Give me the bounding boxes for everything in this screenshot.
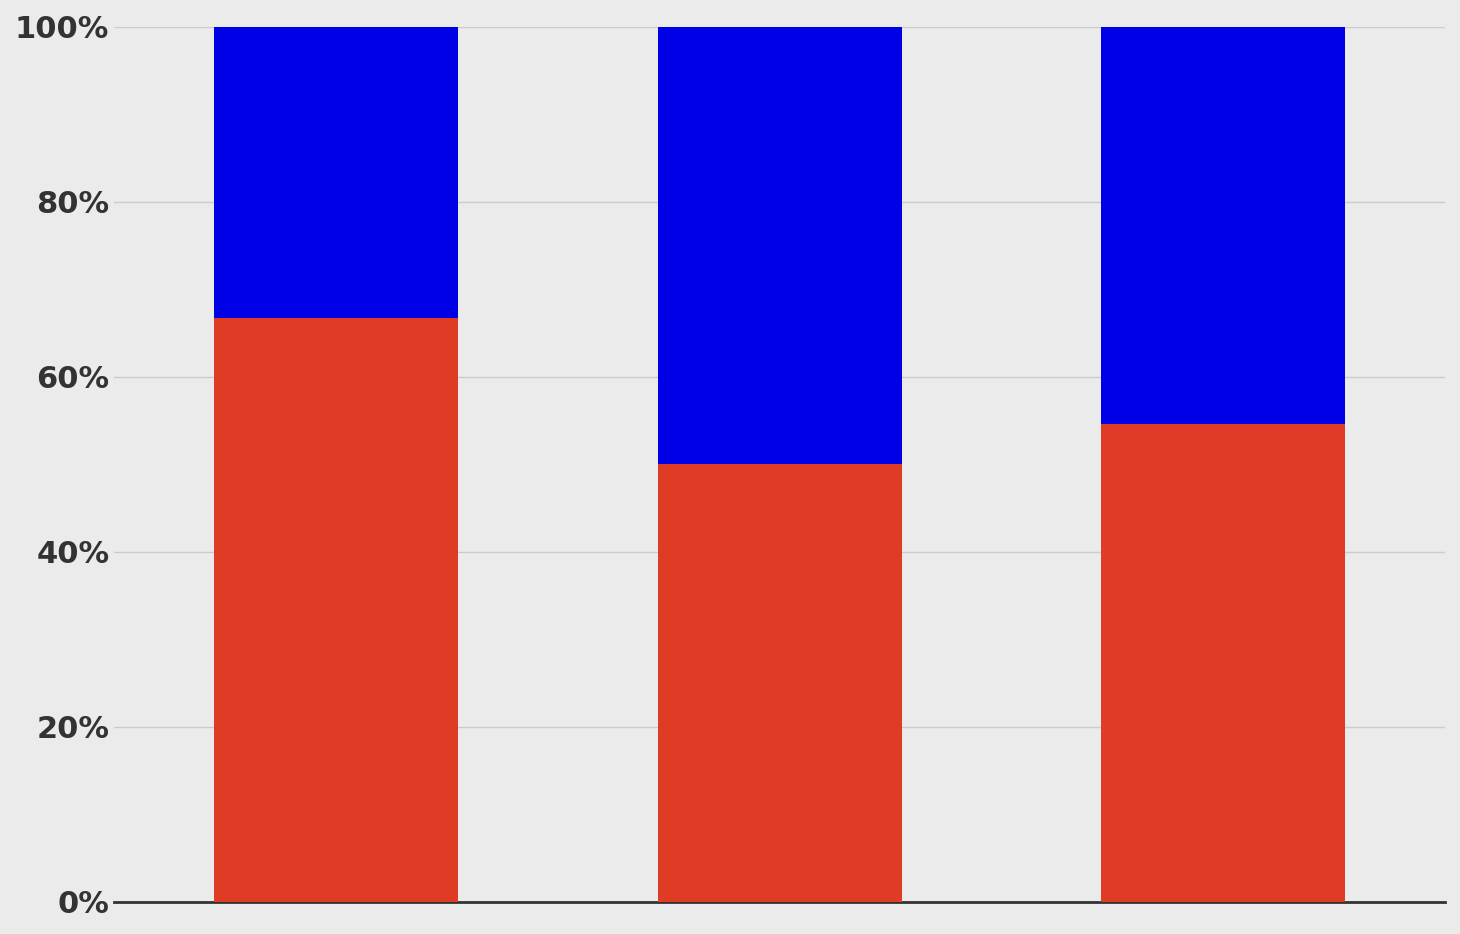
Bar [215,318,458,901]
Bar [657,464,902,901]
Bar [1101,26,1345,424]
Bar [657,26,902,464]
Bar [215,26,458,318]
Bar [1101,424,1345,901]
